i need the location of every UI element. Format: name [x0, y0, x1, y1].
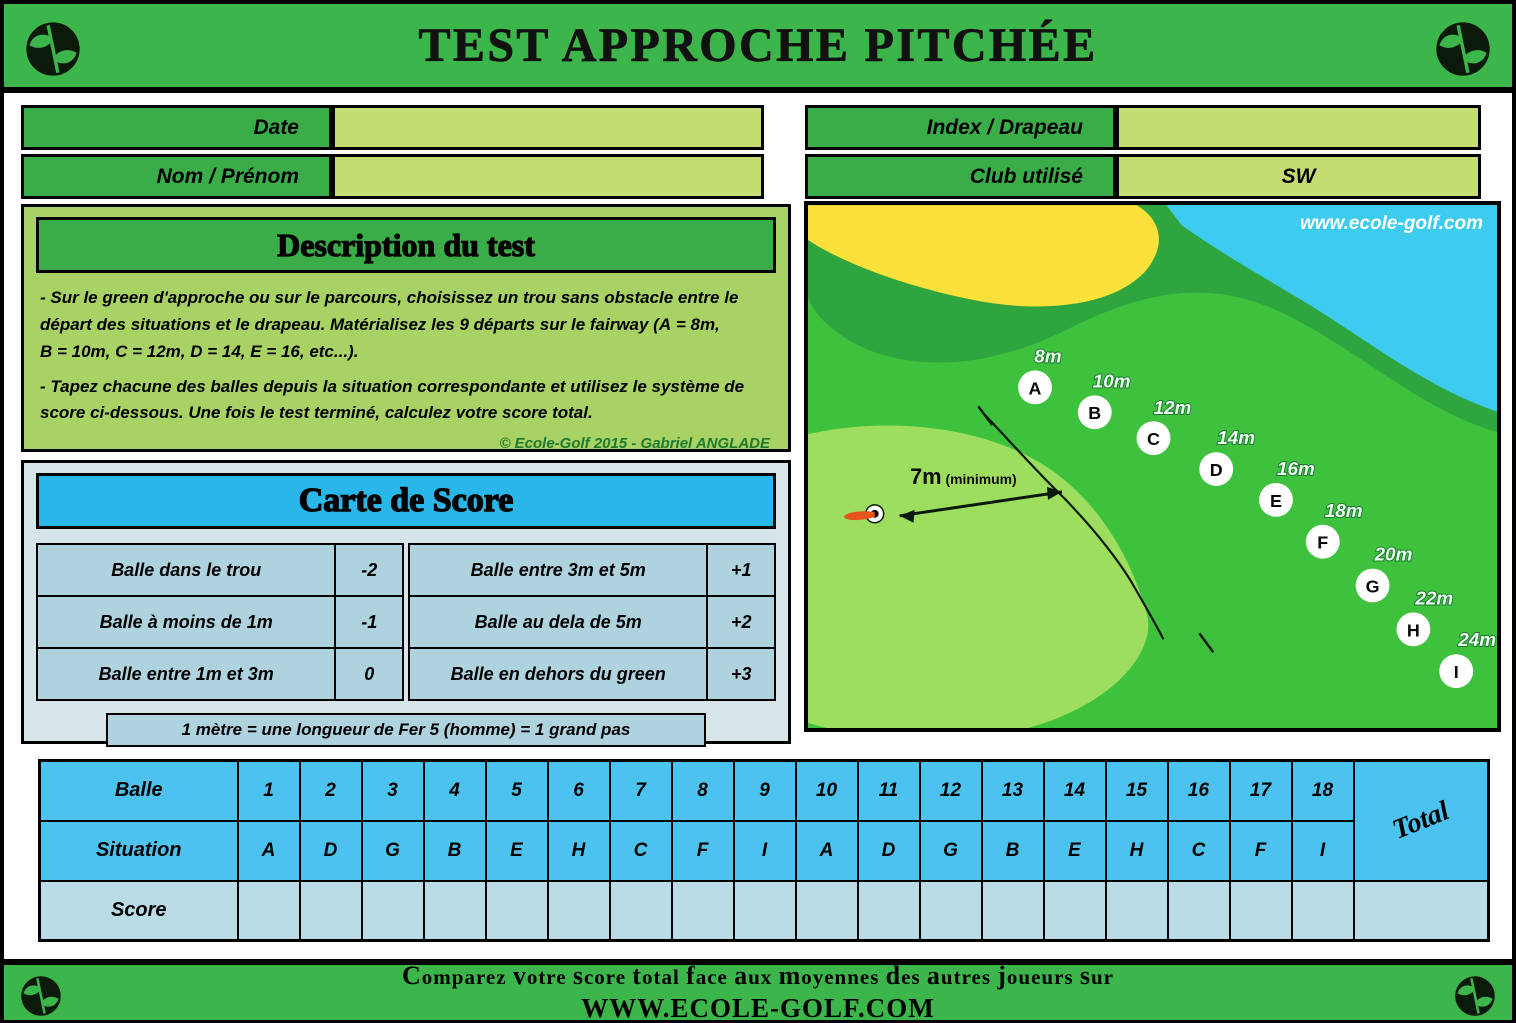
svg-text:8m: 8m [1034, 346, 1062, 367]
svg-text:A: A [1029, 378, 1042, 398]
svg-text:24m: 24m [1457, 630, 1496, 651]
svg-text:B: B [1088, 403, 1101, 423]
svg-text:D: D [1210, 460, 1223, 480]
svg-text:14m: 14m [1217, 428, 1255, 449]
svg-text:12m: 12m [1154, 398, 1192, 419]
svg-text:G: G [1366, 576, 1380, 596]
svg-text:18m: 18m [1325, 501, 1363, 522]
svg-text:10m: 10m [1093, 371, 1131, 392]
svg-text:I: I [1454, 662, 1459, 682]
svg-text:C: C [1147, 429, 1160, 449]
svg-text:E: E [1270, 491, 1282, 511]
svg-text:F: F [1317, 533, 1328, 553]
svg-text:22m: 22m [1414, 588, 1453, 609]
svg-text:20m: 20m [1374, 545, 1413, 566]
svg-text:H: H [1407, 620, 1420, 640]
svg-text:16m: 16m [1277, 459, 1315, 480]
